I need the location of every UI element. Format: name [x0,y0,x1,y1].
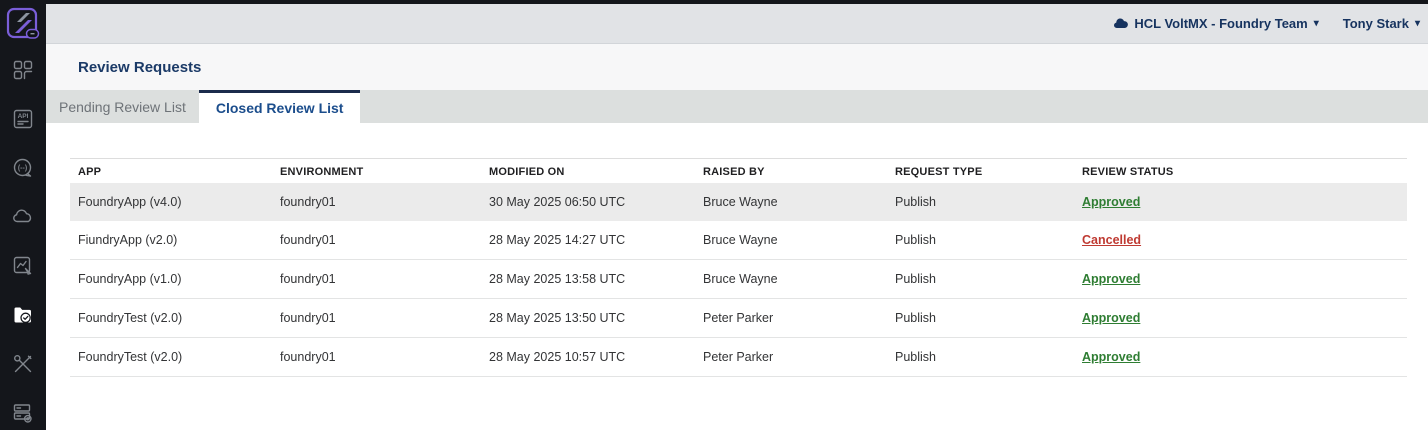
sidebar-item-chat[interactable]: (--) [11,156,35,180]
cell-modified-on: 28 May 2025 10:57 UTC [489,350,626,364]
cell-app: FoundryApp (v1.0) [78,272,182,286]
sidebar-item-dashboard[interactable] [11,58,35,82]
table-row[interactable]: FoundryTest (v2.0) foundry01 28 May 2025… [70,338,1407,377]
column-header-modified-on: MODIFIED ON [489,166,565,178]
sidebar-item-api[interactable]: API [11,107,35,131]
cell-environment: foundry01 [280,311,336,325]
tab-closed-review-list[interactable]: Closed Review List [198,90,361,123]
cell-modified-on: 28 May 2025 13:50 UTC [489,311,626,325]
chat-icon: (--) [13,158,32,177]
review-status-link[interactable]: Approved [1082,350,1141,364]
cell-app: FoundryTest (v2.0) [78,350,183,364]
cell-raised-by: Peter Parker [703,311,774,325]
cell-request-type: Publish [895,272,936,286]
column-header-environment: ENVIRONMENT [280,166,364,178]
sidebar-item-cloud[interactable] [11,205,35,229]
top-bar: HCL VoltMX - Foundry Team ▾ Tony Stark ▾ [46,0,1428,44]
sidebar-item-server[interactable] [11,401,35,425]
closed-review-table: APP ENVIRONMENT MODIFIED ON RAISED BY RE… [70,158,1407,377]
sidebar-item-analytics[interactable] [11,254,35,278]
sidebar-item-review-requests[interactable] [11,303,35,327]
dashboard-icon [13,60,33,80]
title-bar: Review Requests [46,44,1428,90]
team-switcher[interactable]: HCL VoltMX - Foundry Team ▾ [1113,16,1319,31]
tab-bar: Pending Review List Closed Review List [46,90,1428,123]
cell-environment: foundry01 [280,233,336,247]
chevron-down-icon: ▾ [1313,18,1319,29]
cell-modified-on: 28 May 2025 13:58 UTC [489,272,626,286]
user-menu[interactable]: Tony Stark ▾ [1343,16,1420,31]
chevron-down-icon: ▾ [1414,18,1420,29]
cell-modified-on: 30 May 2025 06:50 UTC [489,195,626,209]
table-row[interactable]: FiundryApp (v2.0) foundry01 28 May 2025 … [70,221,1407,260]
table-row[interactable]: FoundryApp (v4.0) foundry01 30 May 2025 … [70,183,1407,221]
cloud-icon [1114,18,1129,28]
cell-raised-by: Bruce Wayne [703,233,778,247]
voltmx-logo-icon[interactable] [5,6,41,42]
cell-app: FoundryTest (v2.0) [78,311,183,325]
cell-environment: foundry01 [280,272,336,286]
cell-raised-by: Peter Parker [703,350,774,364]
server-settings-icon [13,404,32,423]
cell-environment: foundry01 [280,350,336,364]
column-header-review-status: REVIEW STATUS [1082,166,1174,178]
review-status-link[interactable]: Cancelled [1082,233,1142,247]
column-header-request-type: REQUEST TYPE [895,166,983,178]
cell-raised-by: Bruce Wayne [703,272,778,286]
cell-modified-on: 28 May 2025 14:27 UTC [489,233,626,247]
cell-raised-by: Bruce Wayne [703,195,778,209]
page-title: Review Requests [78,58,202,76]
review-status-link[interactable]: Approved [1082,311,1141,325]
main-area: HCL VoltMX - Foundry Team ▾ Tony Stark ▾… [46,0,1428,430]
review-status-link[interactable]: Approved [1082,272,1141,286]
column-header-app: APP [78,166,102,178]
sidebar-item-tools[interactable] [11,352,35,376]
svg-text:API: API [18,113,29,120]
sidebar: API (--) [0,0,46,430]
table-row[interactable]: FoundryApp (v1.0) foundry01 28 May 2025 … [70,260,1407,299]
tab-pending-review-list[interactable]: Pending Review List [46,90,199,123]
user-menu-label: Tony Stark [1342,16,1409,31]
review-status-link[interactable]: Approved [1082,195,1141,209]
table-row[interactable]: FoundryTest (v2.0) foundry01 28 May 2025… [70,299,1407,338]
tools-icon [14,355,32,373]
window-top-edge [0,0,1428,4]
cell-request-type: Publish [895,195,936,209]
team-switcher-label: HCL VoltMX - Foundry Team [1134,16,1308,31]
cell-request-type: Publish [895,311,936,325]
cloud-environments-icon [13,209,32,223]
review-requests-icon [14,307,31,324]
cell-app: FiundryApp (v2.0) [78,233,178,247]
content-area: APP ENVIRONMENT MODIFIED ON RAISED BY RE… [46,123,1428,430]
table-header-row: APP ENVIRONMENT MODIFIED ON RAISED BY RE… [70,159,1407,184]
cell-environment: foundry01 [280,195,336,209]
api-icon: API [13,109,33,129]
cell-request-type: Publish [895,233,936,247]
analytics-icon [13,256,32,275]
cell-app: FoundryApp (v4.0) [78,195,182,209]
cell-request-type: Publish [895,350,936,364]
sidebar-nav: API (--) [11,58,35,425]
column-header-raised-by: RAISED BY [703,166,765,178]
svg-text:(--): (--) [18,165,27,172]
